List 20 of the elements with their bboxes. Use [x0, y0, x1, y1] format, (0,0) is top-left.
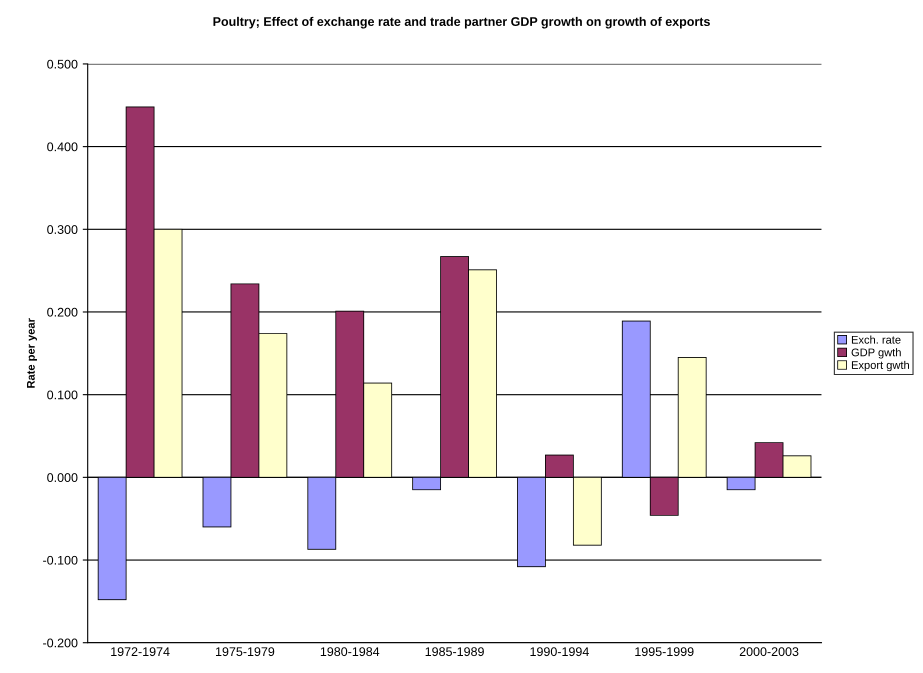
x-tick-label: 1990-1994 [530, 647, 589, 656]
x-tick-label: 2000-2003 [740, 647, 798, 656]
x-tick-label: 1975-1979 [216, 647, 274, 656]
y-tick-label: 0.000 [47, 473, 78, 482]
y-tick-label: 0.100 [47, 390, 78, 400]
x-tick-label: 1995-1999 [635, 647, 694, 656]
y-tick-label: 0.200 [47, 308, 78, 317]
y-tick-label: 0.500 [47, 60, 78, 69]
y-tick-label: -0.200 [43, 638, 78, 648]
y-tick-label: 0.400 [47, 142, 78, 152]
y-tick-label: -0.100 [43, 556, 78, 565]
legend-label: Exch. rate [852, 336, 901, 344]
y-axis-title: Rate per year [27, 318, 37, 388]
x-tick-label: 1985-1989 [426, 647, 484, 656]
x-tick-label: 1980-1984 [320, 647, 380, 656]
legend-label: Export gwth [852, 360, 909, 372]
chart-title: Poultry; Effect of exchange rate and trade partner GDP growth on growth of exports [213, 16, 710, 29]
y-tick-label: 0.300 [47, 225, 78, 234]
legend-label: GDP gwth [852, 348, 901, 359]
x-tick-label: 1972-1974 [111, 647, 170, 656]
